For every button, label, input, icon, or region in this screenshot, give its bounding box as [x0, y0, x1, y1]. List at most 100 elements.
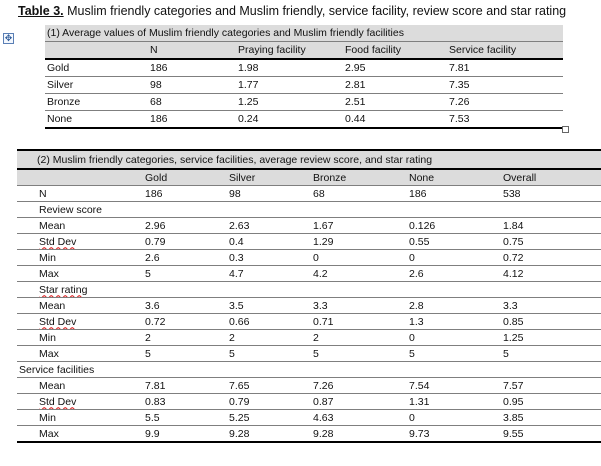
table-2-header-cell: Bronze [311, 168, 407, 186]
table-row: Std Dev 0.72 0.66 0.71 1.3 0.85 [17, 313, 601, 330]
table-cell: Std Dev [17, 233, 143, 250]
table-cell: 0.66 [227, 313, 311, 330]
table-row: Mean 2.96 2.63 1.67 0.126 1.84 [17, 217, 601, 234]
table-2-header-cell [17, 168, 143, 186]
table-1-header-cell [45, 41, 148, 60]
table-row: Max 5 4.7 4.2 2.6 4.12 [17, 265, 601, 282]
table-cell: 1.67 [311, 217, 407, 234]
table-cell: 4.63 [311, 409, 407, 426]
table-resize-handle-icon[interactable] [562, 126, 569, 133]
table-cell: 3.6 [143, 297, 227, 314]
table-row: Mean 3.6 3.5 3.3 2.8 3.3 [17, 297, 601, 314]
table-cell: None [45, 110, 148, 129]
table-title-text: Muslim friendly categories and Muslim fr… [63, 4, 567, 18]
table-cell: 1.25 [236, 93, 343, 111]
table-cell: 98 [227, 185, 311, 202]
table-cell: 1.98 [236, 58, 343, 77]
table-cell: 2.6 [407, 265, 501, 282]
table-cell: 5 [227, 345, 311, 362]
table-cell: 2.63 [227, 217, 311, 234]
table-cell: Mean [17, 297, 143, 314]
table-cell: 7.26 [311, 377, 407, 394]
table-cell: 3.85 [501, 409, 601, 426]
table-cell: 186 [407, 185, 501, 202]
table-cell: 2 [311, 329, 407, 346]
table-row: None 186 0.24 0.44 7.53 [45, 110, 564, 129]
section-label-review-score: Review score [17, 201, 601, 218]
table-row: Std Dev 0.79 0.4 1.29 0.55 0.75 [17, 233, 601, 250]
table-1-header-cell: N [148, 41, 236, 60]
table-cell: Gold [45, 58, 148, 77]
table-cell: 0.83 [143, 393, 227, 410]
table-row: Min 2 2 2 0 1.25 [17, 329, 601, 346]
table-1-header-row: N Praying facility Food facility Service… [45, 41, 564, 60]
table-cell: 7.53 [447, 110, 564, 129]
table-cell: 5 [311, 345, 407, 362]
table-cell: 2 [143, 329, 227, 346]
table-cell: 0 [407, 249, 501, 266]
table-cell: 0 [311, 249, 407, 266]
table-cell: 2.6 [143, 249, 227, 266]
table-cell: 0.75 [501, 233, 601, 250]
section-header-row: Star rating [17, 281, 601, 298]
table-cell: 4.7 [227, 265, 311, 282]
table-2-header-cell: Overall [501, 168, 601, 186]
stat-label: Std Dev [39, 315, 77, 328]
table-cell: 2.8 [407, 297, 501, 314]
table-cell: 0.71 [311, 313, 407, 330]
table-row: Std Dev 0.83 0.79 0.87 1.31 0.95 [17, 393, 601, 410]
table-cell: 9.28 [311, 425, 407, 443]
table-move-handle-icon[interactable]: ✥ [3, 33, 14, 44]
table-row: Bronze 68 1.25 2.51 7.26 [45, 93, 564, 111]
table-cell: 2.96 [143, 217, 227, 234]
table-2-header-cell: Gold [143, 168, 227, 186]
table-cell: 1.31 [407, 393, 501, 410]
table-1-caption-row: (1) Average values of Muslim friendly ca… [45, 25, 564, 42]
stat-label: Std Dev [39, 235, 77, 248]
table-cell: Silver [45, 76, 148, 94]
table-cell: 3.5 [227, 297, 311, 314]
section-label-service-facilities: Service facilities [17, 361, 601, 378]
table-row: Silver 98 1.77 2.81 7.35 [45, 76, 564, 94]
section-header-row: Service facilities [17, 361, 601, 378]
table-1-caption: (1) Average values of Muslim friendly ca… [45, 25, 564, 42]
table-cell: Min [17, 329, 143, 346]
table-cell: 0.72 [501, 249, 601, 266]
table-cell: Std Dev [17, 313, 143, 330]
table-cell: 186 [148, 110, 236, 129]
table-cell: 9.28 [227, 425, 311, 443]
table-cell: 2.81 [343, 76, 447, 94]
table-cell: 1.77 [236, 76, 343, 94]
table-cell: 68 [148, 93, 236, 111]
table-cell: 0.55 [407, 233, 501, 250]
table-2-header-cell: None [407, 168, 501, 186]
table-cell: Bronze [45, 93, 148, 111]
table-cell: 186 [148, 58, 236, 77]
table-1: (1) Average values of Muslim friendly ca… [45, 25, 564, 129]
table-number-label: Table 3. [18, 4, 64, 18]
table-cell: 0 [407, 409, 501, 426]
table-cell: 5.5 [143, 409, 227, 426]
table-cell: 4.2 [311, 265, 407, 282]
table-cell: 7.65 [227, 377, 311, 394]
table-1-header-cell: Service facility [447, 41, 564, 60]
table-cell: Max [17, 345, 143, 362]
table-row: Mean 7.81 7.65 7.26 7.54 7.57 [17, 377, 601, 394]
table-cell: 0.3 [227, 249, 311, 266]
table-cell: 0.79 [143, 233, 227, 250]
table-2-caption: (2) Muslim friendly categories, service … [17, 149, 601, 170]
table-cell: 0.95 [501, 393, 601, 410]
table-cell: 0.72 [143, 313, 227, 330]
table-cell: Std Dev [17, 393, 143, 410]
table-cell: 5 [407, 345, 501, 362]
section-header-row: Review score [17, 201, 601, 218]
table-cell: N [17, 185, 143, 202]
table-row: Min 5.5 5.25 4.63 0 3.85 [17, 409, 601, 426]
table-cell: 2.95 [343, 58, 447, 77]
table-1-header-cell: Food facility [343, 41, 447, 60]
table-cell: 7.35 [447, 76, 564, 94]
table-cell: 0.126 [407, 217, 501, 234]
table-cell: 68 [311, 185, 407, 202]
table-cell: 0.44 [343, 110, 447, 129]
table-cell: 7.57 [501, 377, 601, 394]
